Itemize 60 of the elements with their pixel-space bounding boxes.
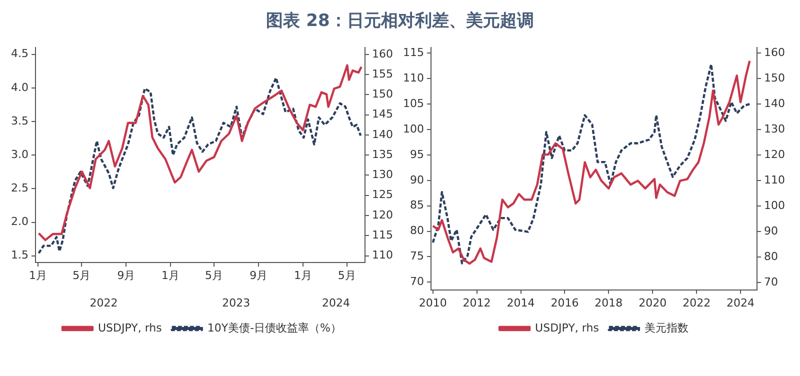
- y-tick-label: 115: [402, 46, 424, 60]
- x-tick-label: 9月: [250, 269, 268, 282]
- y-tick-label: 105: [402, 96, 424, 110]
- y2-tick-label: 155: [372, 67, 394, 80]
- text: 图表 28：日元相对利差、美元超调: [265, 10, 535, 33]
- y-tick-label: 110: [402, 72, 424, 84]
- y2-tick-label: 80: [764, 250, 778, 263]
- y-tick-label: 75: [410, 250, 424, 263]
- y2-tick-label: 160: [764, 46, 786, 60]
- y2-tick-label: 115: [372, 228, 394, 242]
- y-tick-label: 90: [410, 173, 424, 186]
- y-tick-label: 3.5: [10, 114, 28, 128]
- x-tick-label: 1月: [29, 269, 48, 282]
- x2-tick-label: 2023: [222, 296, 250, 310]
- legend-label: 10Y美债-日债收益率（%）: [207, 321, 342, 334]
- y2-tick-label: 150: [764, 72, 786, 85]
- x-tick-label: 2012: [462, 296, 491, 310]
- x-tick-label: 2020: [638, 296, 667, 310]
- legend-label: USDJPY, rhs: [535, 321, 600, 334]
- y-tick-label: 1.5: [10, 248, 28, 262]
- y-tick-label: 95: [410, 148, 424, 161]
- y-tick-label: 2.0: [10, 215, 28, 228]
- legend-label: USDJPY, rhs: [98, 321, 162, 334]
- x-tick-label: 5月: [205, 269, 224, 282]
- y2-tick-label: 110: [372, 248, 394, 262]
- y2-tick-label: 125: [372, 188, 394, 202]
- x-tick-label: 2014: [506, 296, 535, 310]
- y2-tick-label: 70: [764, 275, 778, 288]
- x-tick-label: 2024: [726, 296, 755, 310]
- y2-tick-label: 110: [764, 173, 786, 186]
- y2-tick-label: 135: [372, 148, 394, 161]
- x-tick-label: 2018: [594, 296, 623, 310]
- y2-tick-label: 145: [372, 108, 394, 121]
- y2-tick-label: 160: [372, 47, 394, 60]
- y2-tick-label: 120: [372, 208, 394, 222]
- y2-tick-label: 150: [372, 88, 394, 101]
- y2-tick-label: 120: [764, 148, 786, 161]
- y-tick-label: 4.5: [10, 47, 28, 60]
- x-tick-label: 2022: [682, 296, 711, 310]
- y2-tick-label: 140: [372, 128, 394, 141]
- y-tick-label: 80: [410, 224, 424, 238]
- y2-tick-label: 90: [764, 224, 778, 238]
- x-tick-label: 1月: [161, 269, 180, 282]
- y-tick-label: 3.0: [10, 148, 28, 161]
- x-tick-label: 2010: [418, 296, 447, 310]
- y-tick-label: 100: [402, 122, 424, 136]
- x-tick-label: 1月: [294, 269, 312, 282]
- x-tick-label: 5月: [338, 269, 356, 282]
- y2-tick-label: 100: [764, 198, 786, 212]
- y2-tick-label: 130: [764, 122, 786, 136]
- x-tick-label: 5月: [72, 269, 91, 282]
- legend-label: 美元指数: [644, 321, 688, 334]
- y-tick-label: 70: [410, 275, 424, 288]
- x-tick-label: 2016: [550, 296, 579, 310]
- x-tick-label: 9月: [117, 269, 136, 282]
- y2-tick-label: 130: [372, 168, 394, 182]
- y2-tick-label: 140: [764, 97, 786, 110]
- y-tick-label: 4.0: [10, 80, 28, 94]
- y-tick-label: 2.5: [10, 182, 28, 195]
- y-tick-label: 85: [410, 198, 424, 212]
